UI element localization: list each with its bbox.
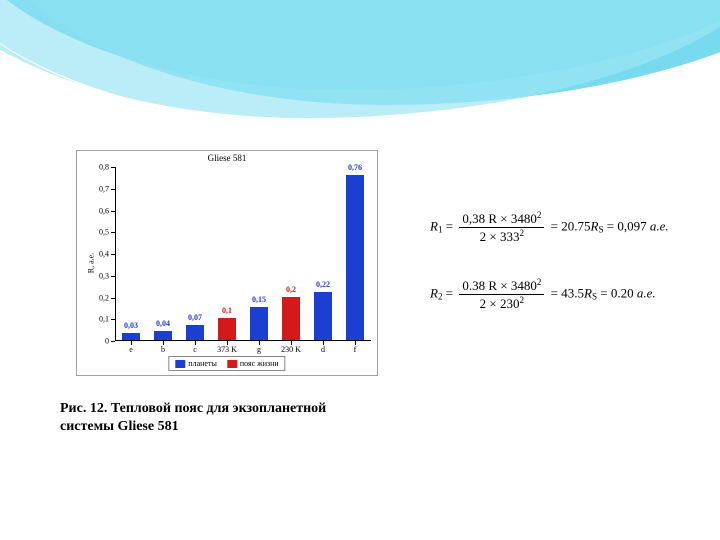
bar-value-label: 0,2: [286, 285, 296, 294]
x-tick-label: c: [193, 345, 197, 354]
y-tick-label: 0: [105, 337, 109, 346]
y-axis-label: R, а.е.: [87, 253, 96, 273]
y-tick-label: 0,4: [99, 250, 109, 259]
y-tick: [111, 232, 115, 233]
bar-value-label: 0,03: [124, 321, 138, 330]
chart-title: Gliese 581: [77, 153, 377, 163]
legend-swatch: [227, 360, 237, 368]
bar: 0,2: [282, 297, 300, 341]
formula-r2: R2 = 0.38 R × 34802 2 × 2302 = 43.5RS = …: [430, 277, 700, 312]
x-tick-label: 373 K: [217, 345, 237, 354]
legend-item: планеты: [175, 359, 217, 368]
y-tick: [111, 211, 115, 212]
bar: 0,15: [250, 307, 268, 340]
x-tick-label: 230 K: [281, 345, 301, 354]
y-tick: [111, 254, 115, 255]
y-tick: [111, 276, 115, 277]
y-tick-label: 0,6: [99, 206, 109, 215]
legend-item: пояс жизни: [227, 359, 279, 368]
bar: 0,76: [346, 175, 364, 340]
legend: планеты пояс жизни: [168, 356, 285, 371]
bar: 0,03: [122, 333, 140, 340]
bar-value-label: 0,22: [316, 280, 330, 289]
legend-label: планеты: [188, 359, 217, 368]
bar: 0,22: [314, 292, 332, 340]
y-tick-label: 0,5: [99, 228, 109, 237]
bar-value-label: 0,1: [222, 306, 232, 315]
y-axis: [115, 167, 116, 341]
bar-value-label: 0,04: [156, 319, 170, 328]
x-tick-label: g: [257, 345, 261, 354]
y-tick-label: 0,8: [99, 163, 109, 172]
bar: 0,1: [218, 318, 236, 340]
y-tick-label: 0,3: [99, 271, 109, 280]
y-tick-label: 0,7: [99, 184, 109, 193]
bar-value-label: 0,07: [188, 313, 202, 322]
x-tick-label: f: [354, 345, 357, 354]
y-tick: [111, 167, 115, 168]
chart-card: Gliese 581 R, а.е. 0 0,1 0,2 0,3 0,4 0,5 0,6 0,…: [76, 150, 378, 376]
formula-r1: R1 = 0,38 R × 34802 2 × 3332 = 20.75RS =…: [430, 210, 700, 245]
y-tick: [111, 341, 115, 342]
y-tick: [111, 298, 115, 299]
y-tick-label: 0,1: [99, 315, 109, 324]
wave-deco: [0, 0, 720, 128]
bar-value-label: 0,76: [348, 163, 362, 172]
x-tick-label: d: [321, 345, 325, 354]
bar: 0,04: [154, 331, 172, 340]
bar-value-label: 0,15: [252, 295, 266, 304]
plot-area: 00,10,20,30,40,50,60,70,80,03e0,04b0,07c…: [115, 167, 371, 341]
x-tick-label: e: [129, 345, 133, 354]
legend-label: пояс жизни: [240, 359, 279, 368]
formula-block: R1 = 0,38 R × 34802 2 × 3332 = 20.75RS =…: [430, 210, 700, 344]
x-axis: [115, 340, 371, 341]
y-tick-label: 0,2: [99, 293, 109, 302]
bar: 0,07: [186, 325, 204, 340]
legend-swatch: [175, 360, 185, 368]
figure-caption: Рис. 12. Тепловой пояс для экзопланетной…: [60, 400, 380, 435]
y-tick: [111, 189, 115, 190]
y-tick: [111, 319, 115, 320]
x-tick-label: b: [161, 345, 165, 354]
